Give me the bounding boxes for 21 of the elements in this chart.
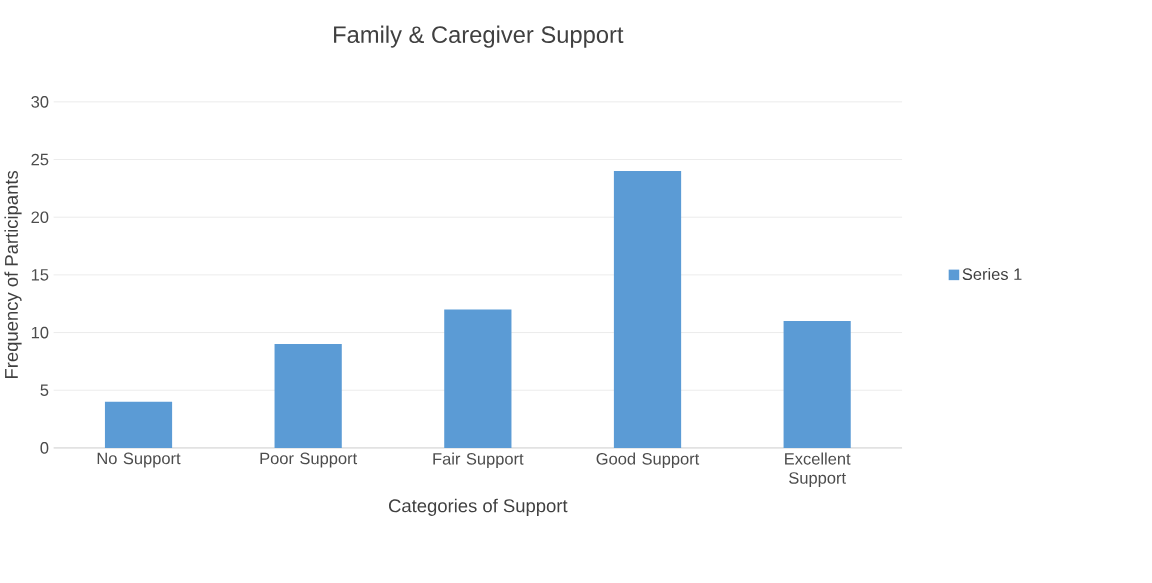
bar (274, 343, 342, 448)
chart-title: Family & Caregiver Support (334, 25, 624, 48)
y-axis-title: Frequency of Participants (4, 170, 22, 378)
bar (444, 309, 512, 448)
bar (783, 320, 851, 448)
y-tick-label: 15 (31, 268, 49, 281)
y-tick-label: 25 (31, 153, 49, 166)
x-axis-title: Categories of Support (388, 498, 568, 516)
y-tick-label: 30 (31, 95, 49, 108)
x-tick-label: Poor Support (260, 452, 358, 468)
bar (613, 170, 682, 448)
y-tick-label: 0 (40, 441, 49, 454)
bar (104, 401, 173, 448)
y-tick-label: 5 (40, 384, 49, 396)
x-tick-label: No Support (97, 452, 181, 468)
y-tick-label: 20 (31, 211, 49, 223)
x-tick-label: Excellent Support (785, 452, 851, 487)
legend-label: Series 1 (962, 267, 1022, 280)
x-tick-label: Good Support (596, 452, 700, 468)
x-tick-label: Fair Support (433, 452, 524, 468)
y-tick-label: 10 (31, 326, 49, 339)
